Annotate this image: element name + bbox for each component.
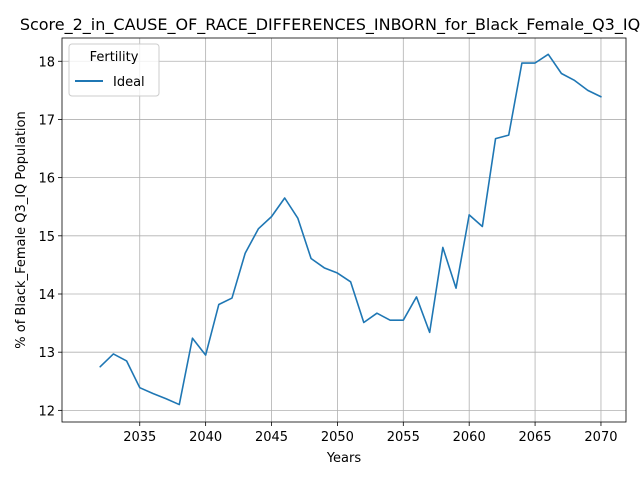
chart-title: Score_2_in_CAUSE_OF_RACE_DIFFERENCES_INB…: [20, 15, 640, 35]
y-axis: 12 13 14 15 16 17 18: [38, 55, 62, 419]
y-tick-label: 18: [38, 55, 55, 70]
x-axis-label: Years: [326, 451, 362, 466]
y-tick-label: 16: [38, 172, 55, 187]
x-tick-label: 2070: [584, 430, 617, 445]
y-tick-label: 12: [38, 404, 55, 419]
grid: [62, 38, 626, 422]
legend-title: Fertility: [90, 50, 139, 65]
legend: Fertility Ideal: [68, 43, 160, 97]
x-tick-label: 2050: [321, 430, 354, 445]
series-layer: [99, 53, 602, 406]
x-tick-label: 2035: [123, 430, 156, 445]
y-axis-label: % of Black_Female Q3_IQ Population: [14, 111, 29, 348]
x-tick-label: 2045: [255, 430, 288, 445]
x-tick-label: 2055: [387, 430, 420, 445]
x-tick-label: 2065: [519, 430, 552, 445]
plot-frame: [61, 37, 627, 423]
series-line-ideal: [99, 53, 602, 406]
legend-box: [68, 43, 160, 97]
y-tick-label: 13: [38, 346, 55, 361]
x-tick-label: 2060: [453, 430, 486, 445]
y-tick-label: 14: [38, 288, 55, 303]
x-tick-label: 2040: [189, 430, 222, 445]
legend-label-ideal: Ideal: [113, 75, 145, 90]
y-tick-label: 17: [38, 113, 55, 128]
y-tick-label: 15: [38, 230, 55, 245]
x-axis: 2035 2040 2045 2050 2055 2060 2065 2070: [123, 422, 618, 445]
